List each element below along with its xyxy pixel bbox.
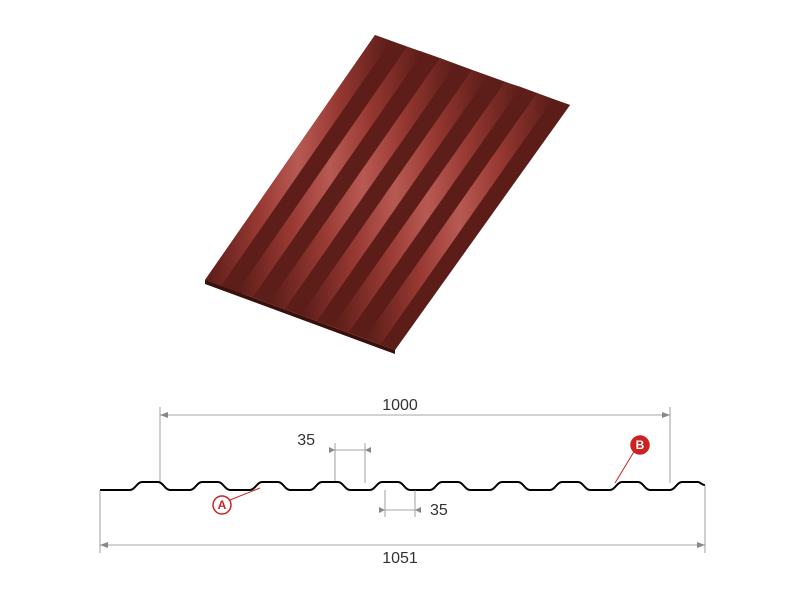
sheet-svg xyxy=(200,20,600,360)
dim-rib-top: 35 xyxy=(297,432,371,483)
product-3d-view xyxy=(200,20,600,360)
marker-b-label: B xyxy=(636,438,645,452)
dim-rib-bottom: 35 xyxy=(379,490,448,519)
dim-effective-width: 1000 xyxy=(160,397,670,483)
product-diagram-container: 1000 35 A xyxy=(0,0,800,600)
dim-rib-bottom-value: 35 xyxy=(430,502,448,519)
dim-total-width: 1051 xyxy=(100,485,705,567)
marker-b: B xyxy=(615,436,649,483)
technical-drawing: 1000 35 A xyxy=(60,395,740,575)
marker-a: A xyxy=(213,488,260,514)
dim-rib-top-value: 35 xyxy=(297,432,315,449)
profile-cross-section xyxy=(100,482,705,490)
dim-total-width-value: 1051 xyxy=(382,550,418,567)
marker-a-label: A xyxy=(218,498,227,512)
dim-effective-width-value: 1000 xyxy=(382,397,418,414)
drawing-svg: 1000 35 A xyxy=(60,395,740,575)
